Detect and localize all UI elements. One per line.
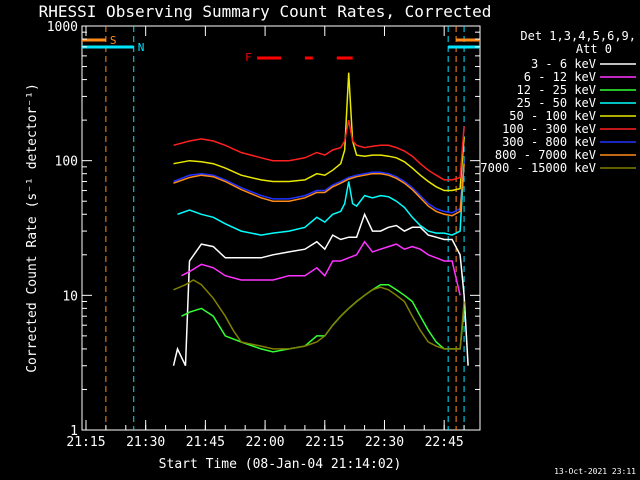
axes: 1 10 100 1000 21:15 21:30 21:45 22:00 22:15 22:30… (47, 20, 480, 450)
series-line-9 (173, 279, 465, 350)
x-tick-label: 22:15 (305, 435, 344, 450)
legend-entry-label: 300 - 800 keV (502, 135, 596, 149)
legend-entry-label: 3 - 6 keV (531, 57, 596, 71)
legend-entry-label: 6 - 12 keV (524, 70, 596, 84)
chart-title: RHESSI Observing Summary Count Rates, Co… (39, 2, 492, 21)
flare-label: F (245, 51, 252, 64)
y-tick-label: 10 (62, 289, 78, 304)
y-tick-label: 100 (55, 155, 78, 170)
series-line-6 (173, 119, 465, 181)
legend-entry-label: 100 - 300 keV (502, 122, 596, 136)
series-line-1 (172, 212, 469, 367)
legend-entry-label: 25 - 50 keV (517, 96, 596, 110)
series-line-7 (173, 160, 465, 214)
legend-entry-label: 7000 - 15000 keV (480, 161, 596, 175)
footer-timestamp: 13-Oct-2021 23:11 (554, 467, 636, 476)
night-label: N (138, 41, 145, 54)
series-line-2 (181, 240, 461, 296)
series-line-5 (173, 72, 465, 192)
x-tick-label: 21:15 (66, 435, 105, 450)
plot-area (81, 25, 481, 431)
y-tick-label: 1000 (47, 20, 78, 35)
legend-subtitle: Att 0 (576, 42, 612, 56)
observing-markers: S N F (82, 26, 480, 430)
saa-label: S (110, 34, 117, 47)
x-axis-label: Start Time (08-Jan-04 21:14:02) (159, 457, 402, 472)
x-tick-label: 22:45 (425, 435, 464, 450)
x-tick-label: 22:00 (246, 435, 285, 450)
series-line-3 (181, 283, 465, 353)
x-tick-label: 22:30 (365, 435, 404, 450)
legend-entry-label: 50 - 100 keV (509, 109, 596, 123)
legend-title: Det 1,3,4,5,6,9, (520, 29, 636, 43)
y-tick-label: 1 (70, 424, 78, 439)
y-axis-label: Corrected Count Rate (s⁻¹ detector⁻¹) (25, 83, 40, 373)
series-lines (172, 72, 469, 367)
plot-border (81, 25, 481, 431)
legend-entry-label: 800 - 7000 keV (495, 148, 596, 162)
series-line-4 (177, 160, 465, 236)
x-tick-label: 21:30 (126, 435, 165, 450)
series-line-8 (173, 163, 465, 217)
legend-entry-label: 12 - 25 keV (517, 83, 596, 97)
x-tick-label: 21:45 (186, 435, 225, 450)
